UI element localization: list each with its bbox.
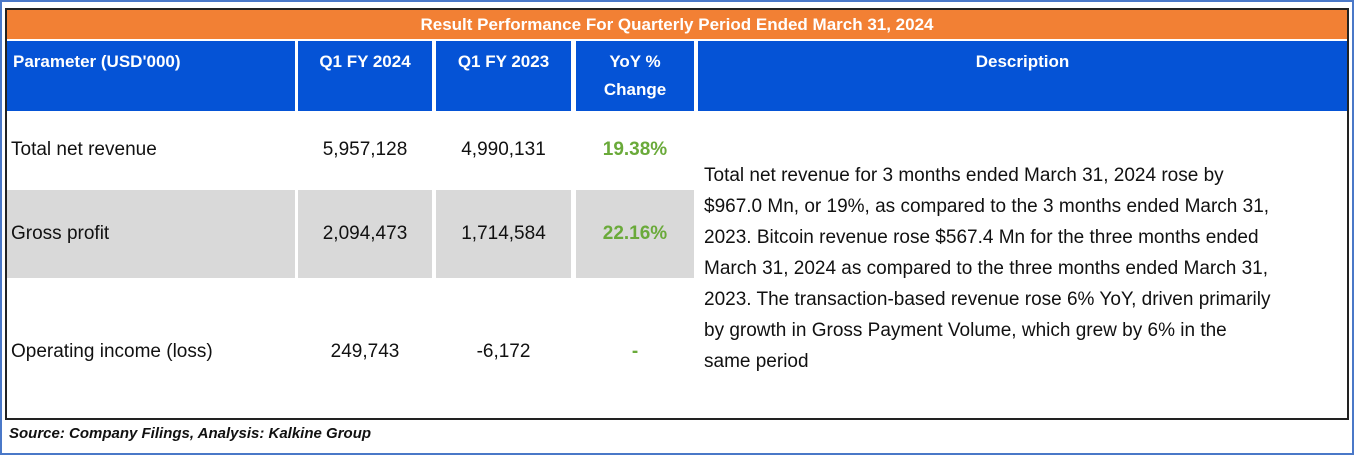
header-q1-fy2024: Q1 FY 2024 (298, 41, 432, 111)
row-1-q1-2023: 4,990,131 (461, 139, 546, 160)
source-note: Source: Company Filings, Analysis: Kalki… (9, 425, 372, 442)
row-2-q1-2024: 2,094,473 (298, 190, 432, 278)
row-3-parameter: Operating income (loss) (11, 341, 213, 362)
table-title: Result Performance For Quarterly Period … (7, 10, 1347, 39)
row-2-q1-2023: 1,714,584 (436, 190, 571, 278)
row-1-yoy: 19.38% (602, 139, 668, 160)
header-yoy-line2: Change (603, 80, 667, 99)
row-3-q1-2023: -6,172 (476, 341, 531, 362)
description-line: 2023. The transaction-based revenue rose… (704, 289, 1271, 310)
row-2-parameter: Gross profit (7, 190, 295, 278)
header-description: Description (698, 41, 1347, 111)
row-3-q1-2024: 249,743 (330, 341, 400, 362)
description-line: by growth in Gross Payment Volume, which… (704, 320, 1227, 341)
row-1-q1-2024: 5,957,128 (322, 139, 408, 160)
header-q1-fy2023: Q1 FY 2023 (436, 41, 571, 111)
row-1-parameter: Total net revenue (11, 139, 157, 160)
header-parameter: Parameter (USD'000) (7, 41, 295, 111)
description-line: Total net revenue for 3 months ended Mar… (704, 165, 1224, 186)
results-table: Result Performance For Quarterly Period … (5, 8, 1349, 420)
description-line: 2023. Bitcoin revenue rose $567.4 Mn for… (704, 227, 1259, 248)
description-text: Total net revenue for 3 months ended Mar… (704, 160, 1270, 377)
row-3-yoy: - (631, 341, 639, 362)
description-line: same period (704, 351, 809, 372)
header-yoy-line1: YoY % (609, 52, 661, 71)
header-yoy-change: YoY % Change (576, 41, 694, 111)
description-line: $967.0 Mn, or 19%, as compared to the 3 … (704, 196, 1270, 217)
description-line: March 31, 2024 as compared to the three … (704, 258, 1268, 279)
row-2-yoy: 22.16% (576, 190, 694, 278)
